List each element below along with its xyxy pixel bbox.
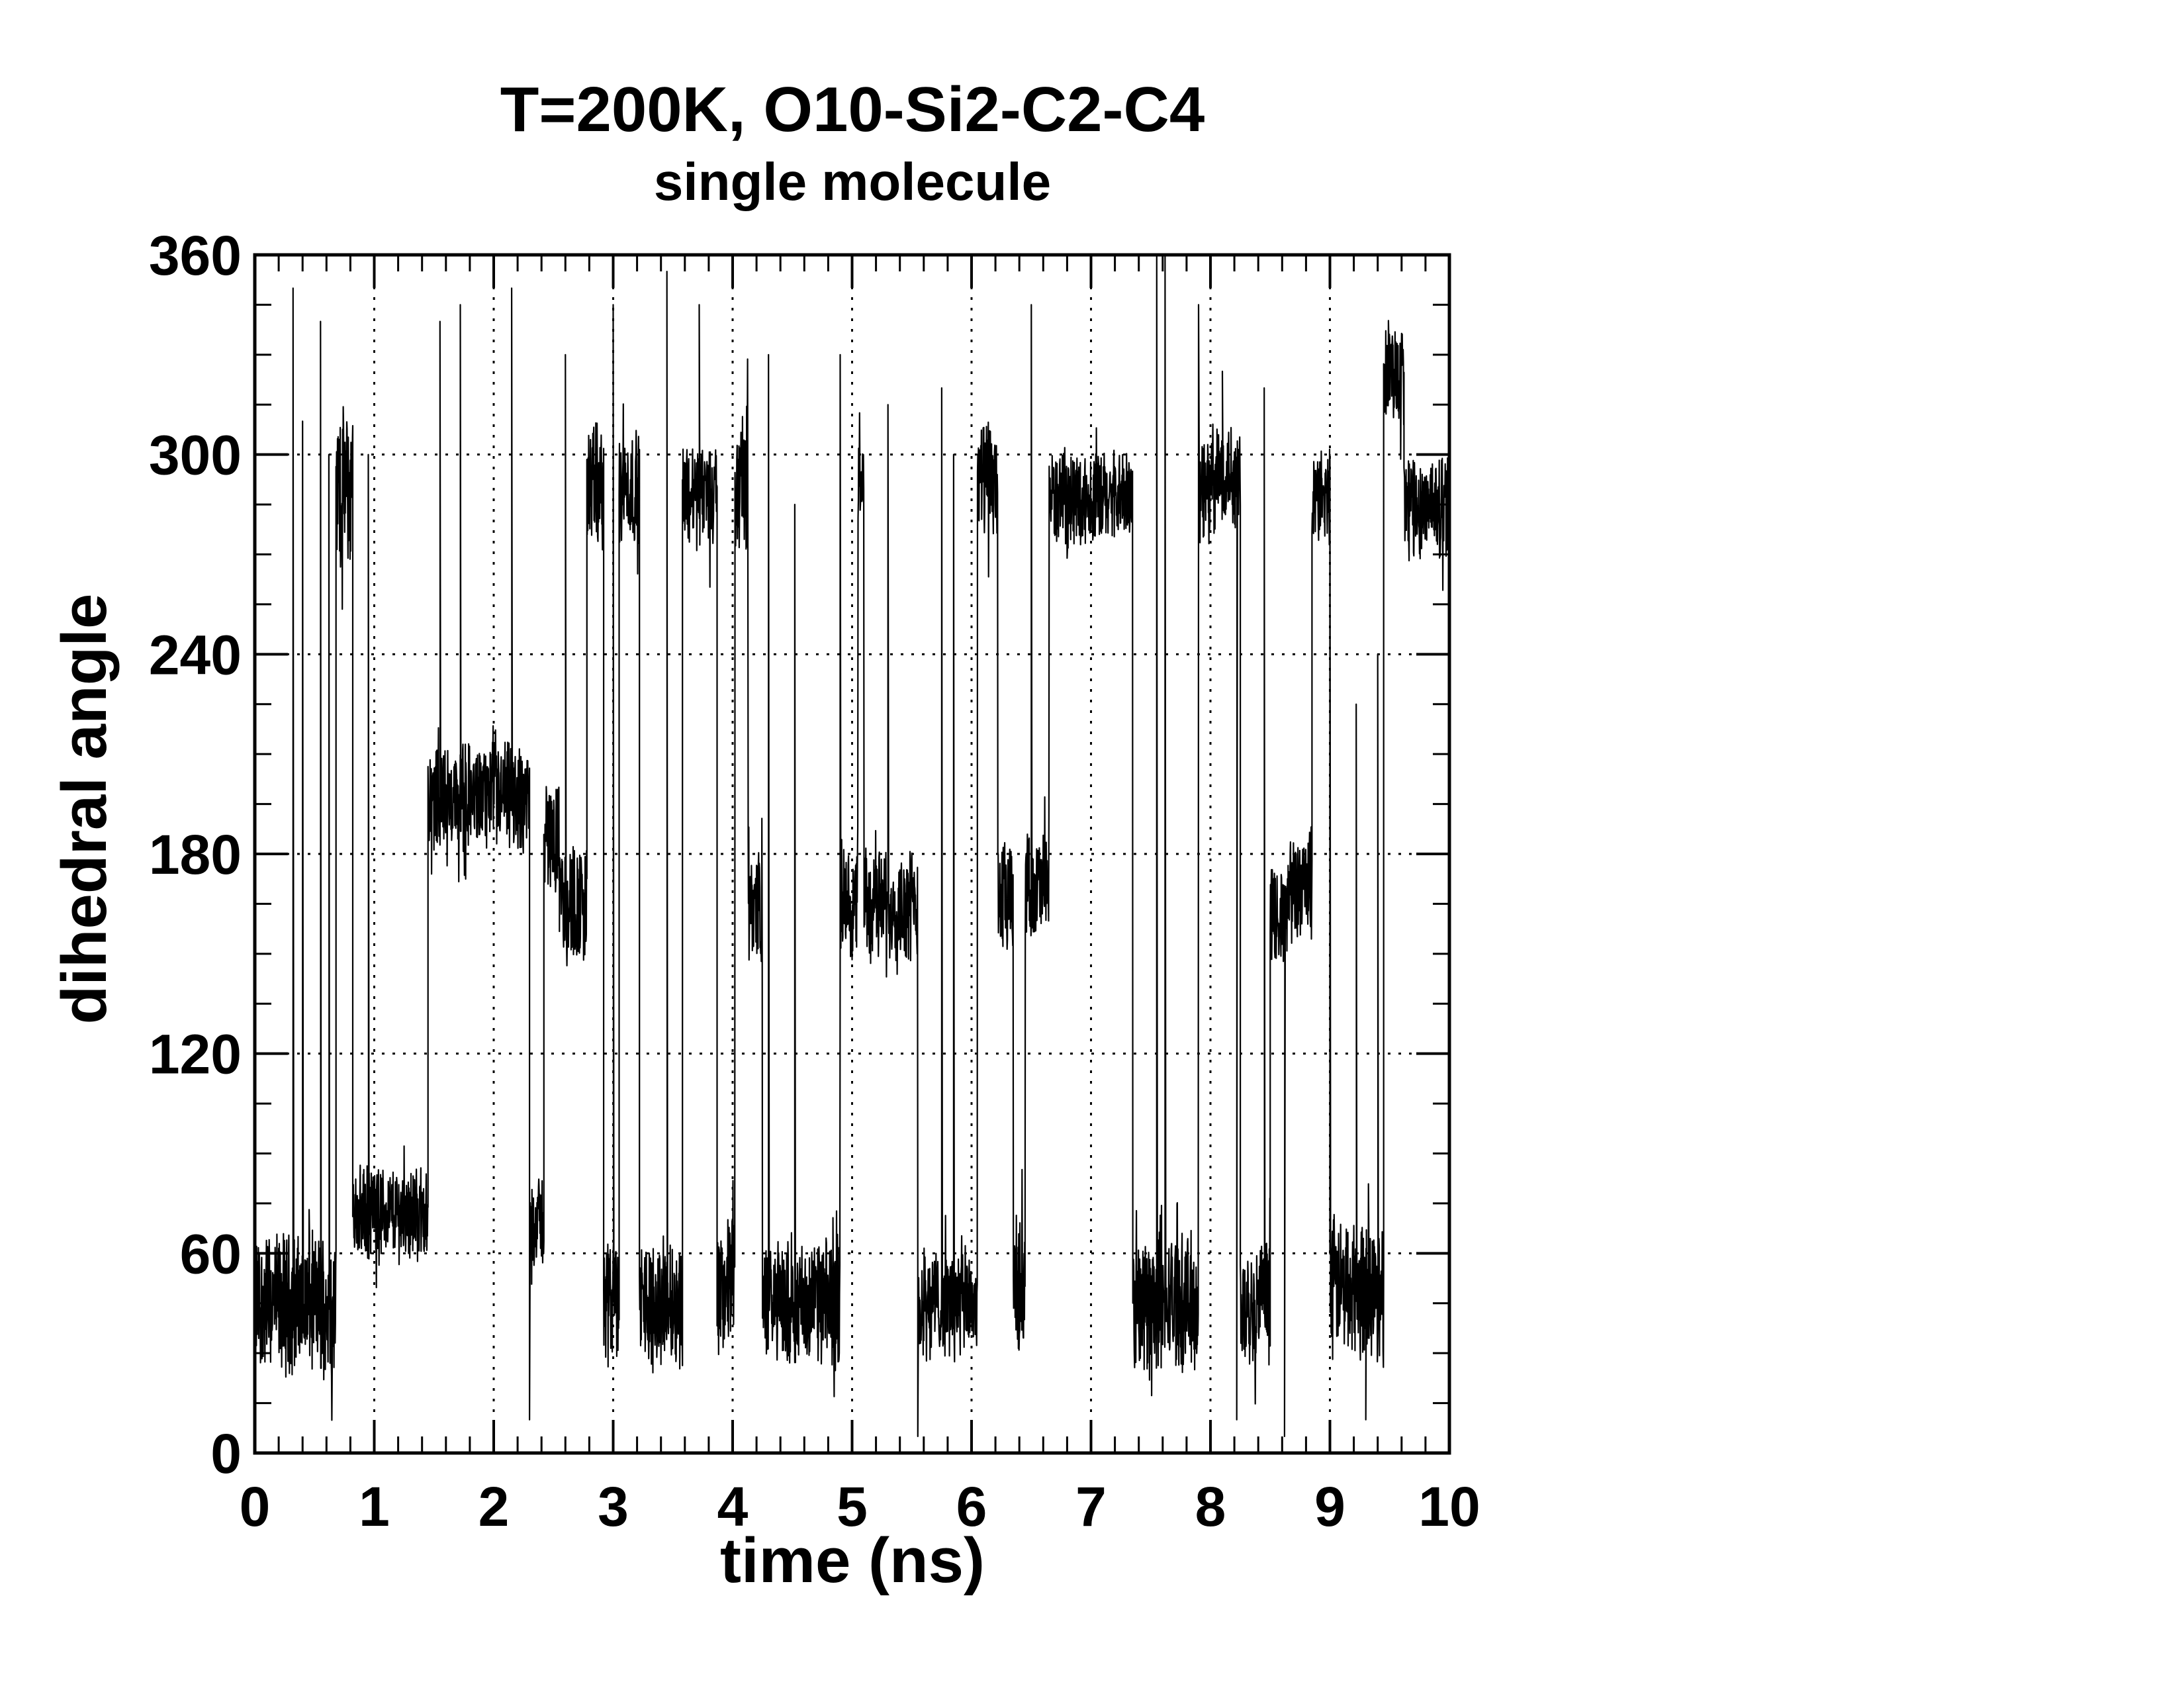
y-tick-label: 120: [149, 1023, 242, 1086]
x-tick-label: 0: [240, 1476, 271, 1538]
y-axis-label: dihedral angle: [49, 594, 120, 1025]
y-tick-label: 360: [149, 224, 242, 287]
y-tick-label: 240: [149, 624, 242, 686]
x-tick-label: 6: [956, 1476, 987, 1538]
x-tick-label: 10: [1418, 1476, 1480, 1538]
x-tick-label: 2: [478, 1476, 510, 1538]
x-tick-label: 7: [1075, 1476, 1107, 1538]
x-axis-label: time (ns): [720, 1525, 985, 1596]
grid-lines: [255, 255, 1449, 1453]
x-tick-labels: 0 1 2 3 4 5 6 7 8 9 10: [240, 1476, 1480, 1538]
series-line: [253, 254, 1451, 1437]
chart-subtitle: single molecule: [654, 152, 1051, 211]
y-tick-label: 0: [210, 1423, 242, 1485]
plot-frame: [253, 253, 1451, 1455]
y-tick-label: 300: [149, 424, 242, 487]
x-tick-label: 9: [1314, 1476, 1345, 1538]
x-tick-label: 3: [598, 1476, 629, 1538]
x-tick-label: 8: [1195, 1476, 1226, 1538]
x-tick-label: 4: [717, 1476, 749, 1538]
y-tick-label: 60: [180, 1223, 242, 1285]
chart-title: T=200K, O10-Si2-C2-C4: [500, 74, 1205, 145]
x-tick-label: 5: [837, 1476, 868, 1538]
y-tick-labels: 0 60 120 180 240 300 360: [149, 224, 242, 1485]
y-tick-label: 180: [149, 823, 242, 886]
x-tick-label: 1: [359, 1476, 390, 1538]
dihedral-trace: [253, 254, 1451, 1437]
